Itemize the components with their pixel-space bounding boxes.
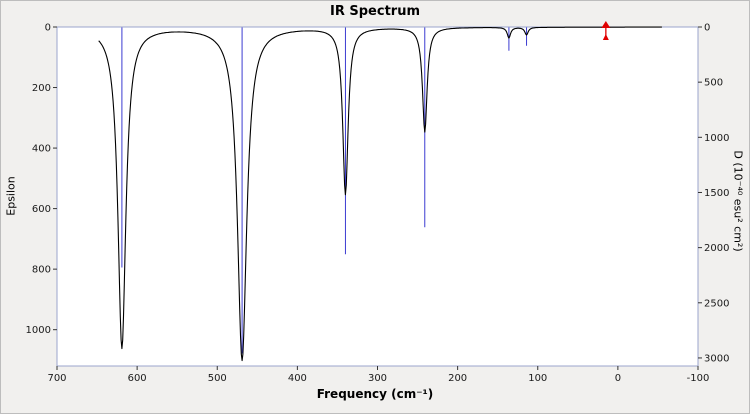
x-tick-label: 100 [528, 373, 547, 384]
x-tick-label: -100 [687, 373, 710, 384]
x-tick-label: 700 [47, 373, 66, 384]
y-right-tick-label: 2500 [704, 298, 729, 309]
y-right-tick-label: 500 [704, 78, 723, 89]
y-right-tick-label: 1000 [704, 133, 729, 144]
y-left-tick-label: 1000 [26, 325, 51, 336]
stick-spectrum [121, 27, 528, 354]
y-axis-left-ticks: 0 200 400 600 800 1000 [26, 23, 57, 336]
y-left-tick-label: 200 [32, 83, 51, 94]
y-left-tick-label: 600 [32, 204, 51, 215]
y-left-tick-label: 0 [45, 23, 51, 34]
x-tick-label: 200 [448, 373, 467, 384]
plot-area [56, 26, 699, 367]
frequency-marker[interactable] [601, 21, 611, 40]
y-right-tick-label: 1500 [704, 188, 729, 199]
x-tick-label: 600 [128, 373, 147, 384]
x-axis-label: Frequency (cm⁻¹) [316, 387, 434, 401]
y-axis-right-label: D (10⁻⁴⁰ esu² cm²) [731, 150, 745, 252]
y-left-tick-label: 800 [32, 265, 51, 276]
y-right-tick-label: 2000 [704, 243, 729, 254]
x-tick-label: 0 [615, 373, 621, 384]
y-right-tick-label: 3000 [704, 353, 729, 364]
frequency-marker-bottom-handle[interactable] [602, 34, 609, 40]
x-tick-label: 400 [288, 373, 307, 384]
y-axis-left-label: Epsilon [4, 176, 18, 216]
y-axis-right-ticks: 0 500 1000 1500 2000 2500 3000 [698, 23, 729, 364]
frequency-marker-top-handle[interactable] [601, 21, 611, 28]
x-axis-ticks: 700 600 500 400 300 200 100 0 -100 [47, 366, 709, 384]
chart-title: IR Spectrum [330, 4, 420, 19]
y-right-tick-label: 0 [704, 23, 710, 34]
spectrum-curve [98, 26, 662, 362]
x-tick-label: 500 [208, 373, 227, 384]
x-tick-label: 300 [368, 373, 387, 384]
y-left-tick-label: 400 [32, 144, 51, 155]
